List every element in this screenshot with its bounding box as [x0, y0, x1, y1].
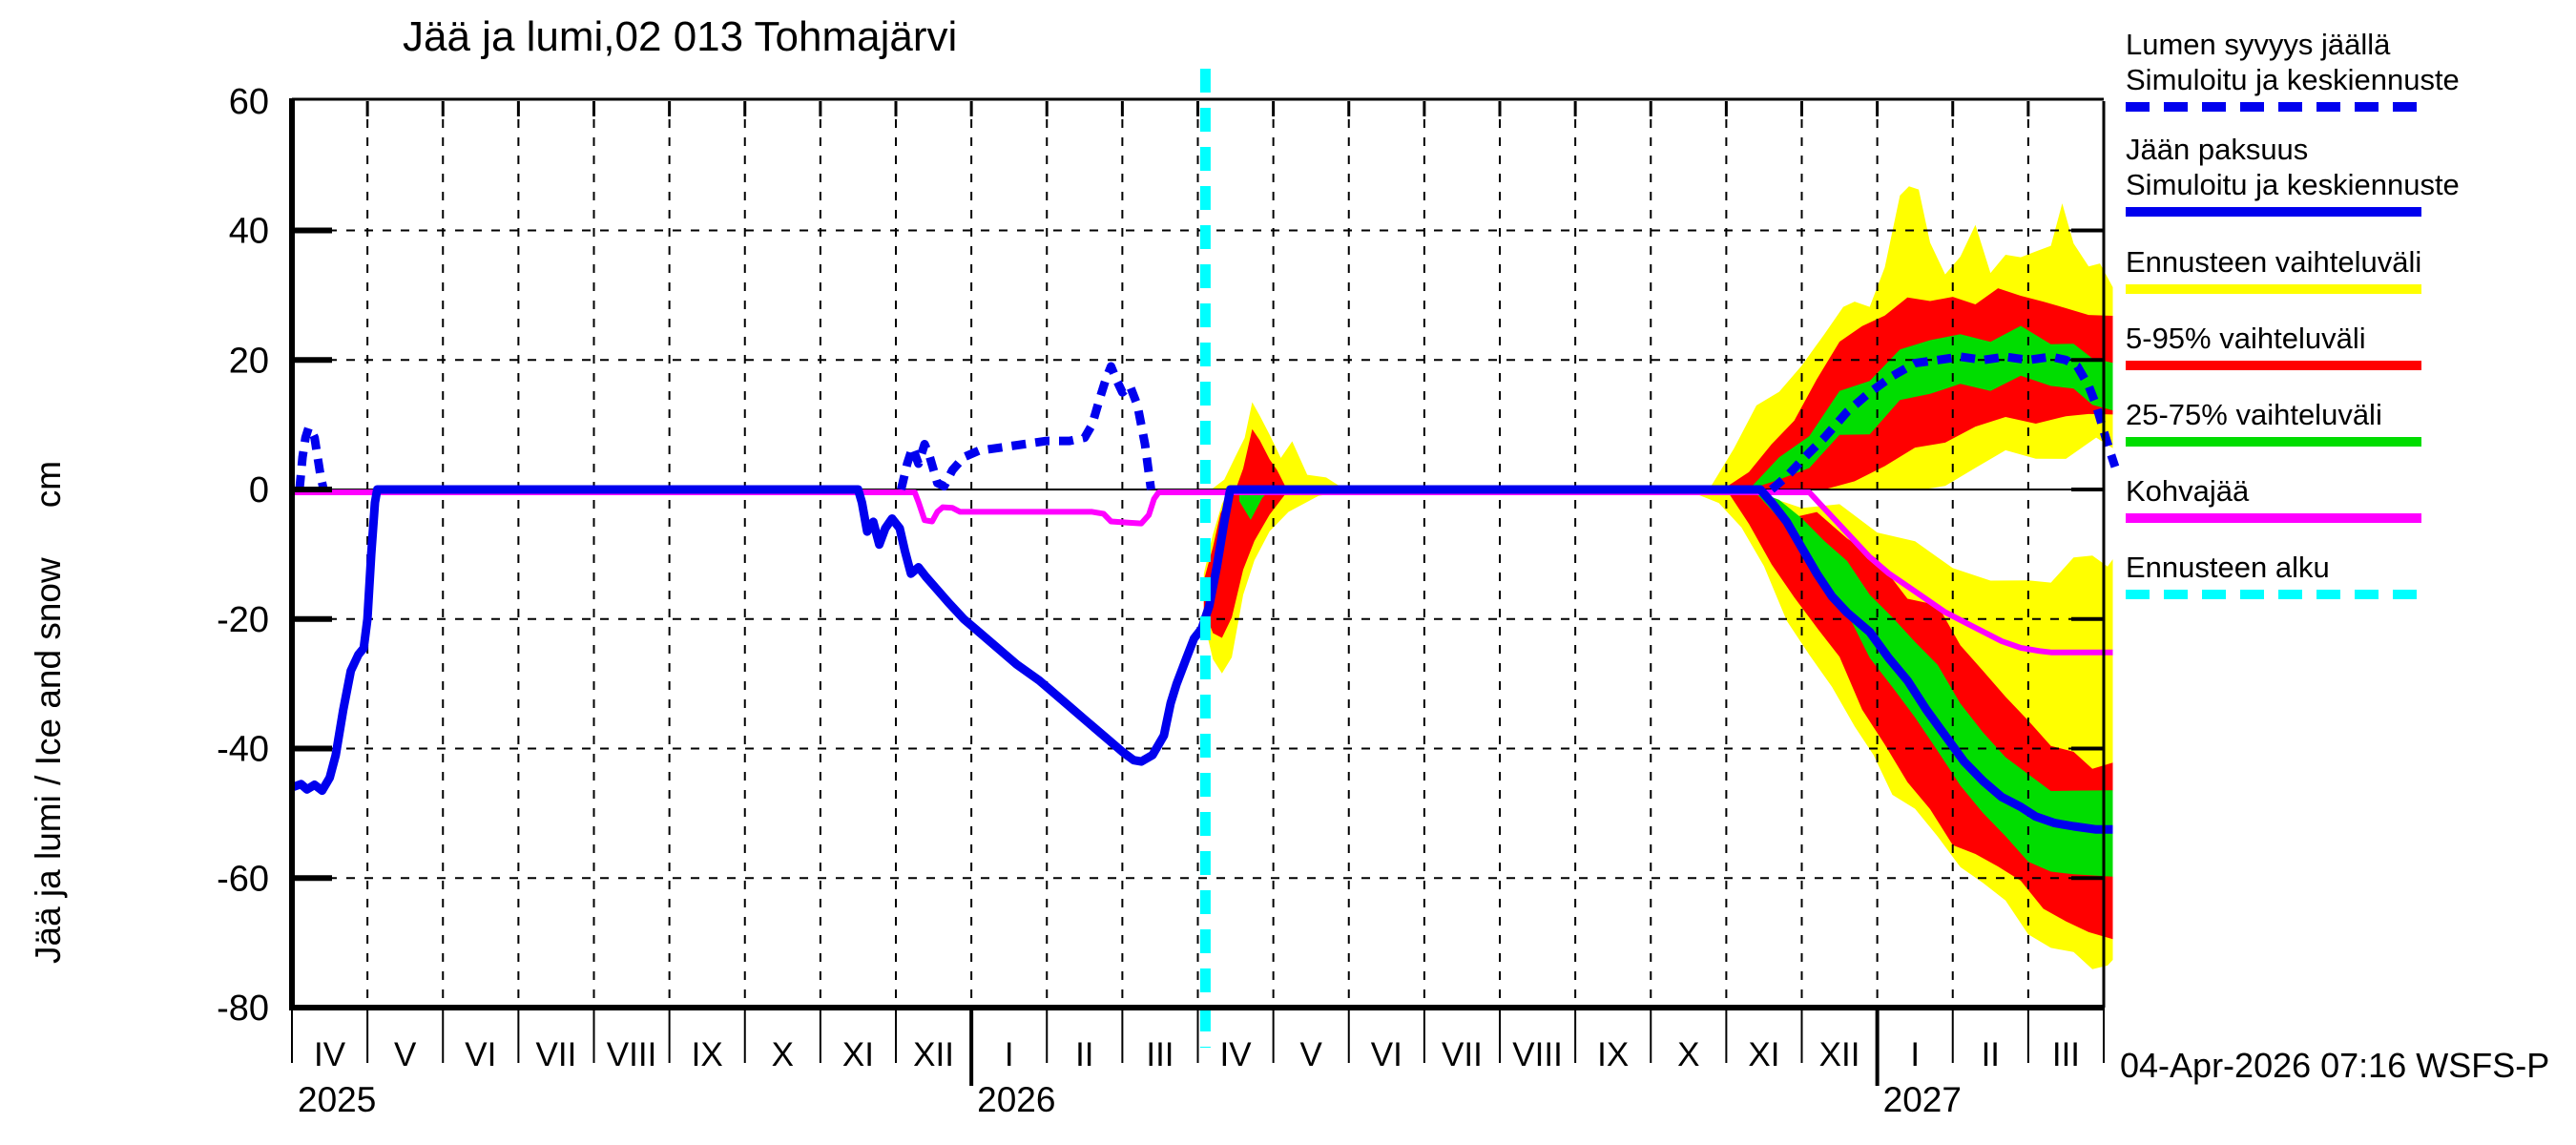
month-label: II — [1982, 1036, 2000, 1073]
legend-label: 5-95% vaihteluväli — [2126, 322, 2366, 355]
snow-depth-line — [295, 424, 328, 491]
legend-label: 25-75% vaihteluväli — [2126, 398, 2382, 431]
snow-depth-line — [1768, 352, 2120, 493]
snow-depth-line — [897, 362, 1155, 491]
month-label: V — [394, 1036, 417, 1073]
legend-swatch-solid — [2126, 437, 2421, 447]
month-label: VIII — [1512, 1036, 1563, 1073]
legend-item-2: Ennusteen vaihteluväli — [2126, 244, 2421, 294]
month-label: I — [1005, 1036, 1014, 1073]
page-title: Jää ja lumi,02 013 Tohmajärvi — [403, 13, 958, 60]
month-label: XI — [842, 1036, 874, 1073]
month-label: VIII — [607, 1036, 657, 1073]
legend-swatch-solid — [2126, 207, 2421, 217]
legend-label: Lumen syvyys jäällä — [2126, 28, 2391, 61]
month-label: VI — [465, 1036, 496, 1073]
month-label: VI — [1371, 1036, 1402, 1073]
legend-item-1: Jään paksuus Simuloitu ja keskiennuste — [2126, 132, 2460, 217]
month-label: IV — [314, 1036, 346, 1073]
month-label: XII — [1819, 1036, 1860, 1073]
legend-swatch-solid — [2126, 284, 2421, 294]
band-ice_25_75 — [1753, 489, 2113, 877]
legend-label: Ennusteen alku — [2126, 551, 2330, 584]
legend-item-6: Ennusteen alku — [2126, 550, 2421, 599]
month-label: IX — [692, 1036, 723, 1073]
timestamp: 04-Apr-2026 07:16 WSFS-P — [2120, 1046, 2550, 1085]
year-label: 2025 — [298, 1080, 376, 1119]
ytick-label: 20 — [229, 341, 269, 381]
band-melt_snow_5_95 — [1236, 428, 1287, 489]
month-label: XI — [1748, 1036, 1779, 1073]
band-melt_ice_25_75 — [1239, 489, 1270, 520]
month-label: V — [1300, 1036, 1323, 1073]
ytick-label: -60 — [217, 859, 269, 899]
month-label: II — [1075, 1036, 1093, 1073]
year-label: 2026 — [977, 1080, 1055, 1119]
ytick-label: 60 — [229, 82, 269, 122]
year-label: 2027 — [1883, 1080, 1962, 1119]
month-label: IV — [1220, 1036, 1253, 1073]
legend-item-5: Kohvajää — [2126, 473, 2421, 523]
legend-swatch-dashed — [2126, 590, 2421, 599]
legend-item-4: 25-75% vaihteluväli — [2126, 397, 2421, 447]
legend-item-0: Lumen syvyys jäällä Simuloitu ja keskienn… — [2126, 27, 2460, 112]
ice-thickness-line — [290, 485, 2113, 834]
ytick-label: 0 — [249, 470, 269, 510]
month-label: VII — [536, 1036, 577, 1073]
kohvajaa-line — [292, 489, 2113, 656]
ytick-label: -40 — [217, 730, 269, 770]
month-label: III — [1146, 1036, 1174, 1073]
month-label: III — [2052, 1036, 2080, 1073]
legend-label: Jään paksuus — [2126, 133, 2309, 166]
ytick-label: -80 — [217, 989, 269, 1029]
month-label: XII — [913, 1036, 954, 1073]
legend-label: Ennusteen vaihteluväli — [2126, 245, 2422, 279]
ytick-label: 40 — [229, 212, 269, 252]
ytick-label: -20 — [217, 600, 269, 640]
band-snow_25_75 — [1749, 325, 2113, 489]
month-label: I — [1910, 1036, 1920, 1073]
legend-label: Kohvajää — [2126, 474, 2250, 508]
month-label: VII — [1442, 1036, 1483, 1073]
month-label: X — [772, 1036, 794, 1073]
legend-swatch-dashed — [2126, 102, 2421, 112]
legend-swatch-solid — [2126, 361, 2421, 370]
month-label: IX — [1597, 1036, 1629, 1073]
legend-label: Simuloitu ja keskiennuste — [2126, 168, 2460, 201]
legend-label: Simuloitu ja keskiennuste — [2126, 63, 2460, 96]
month-label: X — [1677, 1036, 1699, 1073]
legend-swatch-solid — [2126, 513, 2421, 523]
legend-item-3: 5-95% vaihteluväli — [2126, 321, 2421, 370]
